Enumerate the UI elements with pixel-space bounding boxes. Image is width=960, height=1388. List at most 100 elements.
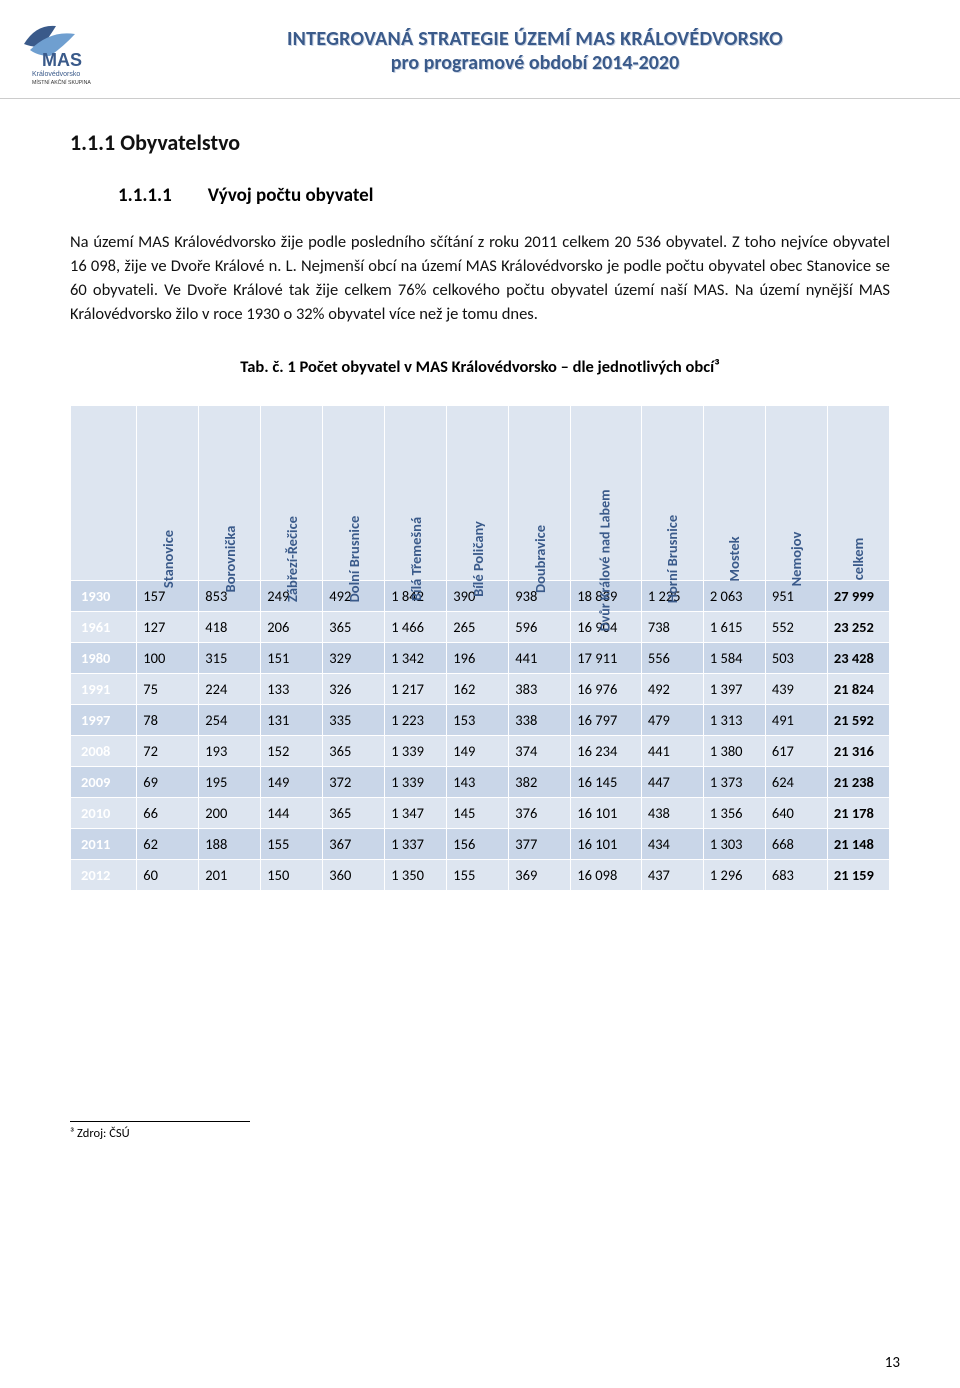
data-cell: 155 xyxy=(447,859,509,890)
data-cell: 16 098 xyxy=(571,859,642,890)
data-cell: 1 350 xyxy=(385,859,447,890)
data-cell: 69 xyxy=(137,766,199,797)
table-header-empty xyxy=(71,405,137,580)
data-cell: 640 xyxy=(765,797,827,828)
data-cell: 434 xyxy=(641,828,703,859)
subsection-number: 1.1.1.1 xyxy=(118,184,172,207)
section-title: Obyvatelstvo xyxy=(120,129,240,156)
col-dolni-brusnice: Dolní Brusnice xyxy=(323,405,385,580)
data-cell: 382 xyxy=(509,766,571,797)
data-cell: 150 xyxy=(261,859,323,890)
data-cell: 196 xyxy=(447,642,509,673)
data-cell: 155 xyxy=(261,828,323,859)
data-cell: 1 337 xyxy=(385,828,447,859)
data-cell: 374 xyxy=(509,735,571,766)
data-cell: 17 911 xyxy=(571,642,642,673)
data-cell: 145 xyxy=(447,797,509,828)
header-title-line2: pro programové období 2014-2020 xyxy=(150,51,920,75)
data-cell: 21 592 xyxy=(827,704,889,735)
data-cell: 376 xyxy=(509,797,571,828)
table-row: 2012602011503601 35015536916 0984371 296… xyxy=(71,859,890,890)
data-cell: 1 339 xyxy=(385,735,447,766)
data-cell: 441 xyxy=(509,642,571,673)
year-cell: 1930 xyxy=(71,580,137,611)
data-cell: 335 xyxy=(323,704,385,735)
data-cell: 338 xyxy=(509,704,571,735)
data-cell: 365 xyxy=(323,735,385,766)
data-cell: 193 xyxy=(199,735,261,766)
data-cell: 437 xyxy=(641,859,703,890)
col-stanovice: Stanovice xyxy=(137,405,199,580)
data-cell: 617 xyxy=(765,735,827,766)
data-cell: 16 101 xyxy=(571,828,642,859)
data-cell: 143 xyxy=(447,766,509,797)
data-cell: 23 428 xyxy=(827,642,889,673)
data-cell: 596 xyxy=(509,611,571,642)
data-cell: 1 373 xyxy=(703,766,765,797)
table-row: 2011621881553671 33715637716 1014341 303… xyxy=(71,828,890,859)
logo-text-top: MAS xyxy=(42,50,82,70)
data-cell: 201 xyxy=(199,859,261,890)
section-heading: 1.1.1 Obyvatelstvo xyxy=(70,129,890,156)
table-row: 2009691951493721 33914338216 1454471 373… xyxy=(71,766,890,797)
data-cell: 1 303 xyxy=(703,828,765,859)
data-cell: 377 xyxy=(509,828,571,859)
col-bila-tremesna: Bílá Třemešná xyxy=(385,405,447,580)
logo-text-mid: Královédvorsko xyxy=(32,71,80,78)
section-number: 1.1.1 xyxy=(70,129,115,156)
data-cell: 418 xyxy=(199,611,261,642)
data-cell: 1 347 xyxy=(385,797,447,828)
data-cell: 503 xyxy=(765,642,827,673)
data-cell: 439 xyxy=(765,673,827,704)
year-cell: 2011 xyxy=(71,828,137,859)
data-cell: 1 356 xyxy=(703,797,765,828)
data-cell: 16 101 xyxy=(571,797,642,828)
table-row: 2008721931523651 33914937416 2344411 380… xyxy=(71,735,890,766)
data-cell: 16 234 xyxy=(571,735,642,766)
year-cell: 2010 xyxy=(71,797,137,828)
header-titles: INTEGROVANÁ STRATEGIE ÚZEMÍ MAS KRÁLOVÉD… xyxy=(150,27,920,75)
table-row: 1991752241333261 21716238316 9764921 397… xyxy=(71,673,890,704)
year-cell: 2012 xyxy=(71,859,137,890)
year-cell: 1997 xyxy=(71,704,137,735)
data-cell: 556 xyxy=(641,642,703,673)
year-cell: 1961 xyxy=(71,611,137,642)
data-cell: 21 238 xyxy=(827,766,889,797)
data-cell: 326 xyxy=(323,673,385,704)
data-cell: 365 xyxy=(323,797,385,828)
footnote-separator xyxy=(70,1121,250,1122)
table-header-row: Stanovice Borovnička Zábřezí-Řečice Doln… xyxy=(71,405,890,580)
col-zabrezi: Zábřezí-Řečice xyxy=(261,405,323,580)
page-header: MAS Královédvorsko MÍSTNÍ AKČNÍ SKUPINA … xyxy=(0,0,960,99)
data-cell: 152 xyxy=(261,735,323,766)
data-cell: 360 xyxy=(323,859,385,890)
data-cell: 21 159 xyxy=(827,859,889,890)
data-cell: 195 xyxy=(199,766,261,797)
data-cell: 149 xyxy=(261,766,323,797)
data-cell: 16 976 xyxy=(571,673,642,704)
data-cell: 131 xyxy=(261,704,323,735)
col-horni-brusnice: Horní Brusnice xyxy=(641,405,703,580)
data-cell: 144 xyxy=(261,797,323,828)
year-cell: 1980 xyxy=(71,642,137,673)
data-cell: 738 xyxy=(641,611,703,642)
data-cell: 156 xyxy=(447,828,509,859)
subsection-heading: 1.1.1.1 Vývoj počtu obyvatel xyxy=(118,184,890,207)
data-cell: 492 xyxy=(641,673,703,704)
data-cell: 1 615 xyxy=(703,611,765,642)
data-cell: 1 339 xyxy=(385,766,447,797)
data-cell: 62 xyxy=(137,828,199,859)
data-cell: 21 824 xyxy=(827,673,889,704)
content: 1.1.1 Obyvatelstvo 1.1.1.1 Vývoj počtu o… xyxy=(0,99,960,1161)
data-cell: 60 xyxy=(137,859,199,890)
data-cell: 151 xyxy=(261,642,323,673)
data-cell: 16 145 xyxy=(571,766,642,797)
data-cell: 162 xyxy=(447,673,509,704)
data-cell: 438 xyxy=(641,797,703,828)
data-cell: 624 xyxy=(765,766,827,797)
data-cell: 1 223 xyxy=(385,704,447,735)
data-cell: 224 xyxy=(199,673,261,704)
col-bile-policany: Bílé Poličany xyxy=(447,405,509,580)
data-cell: 206 xyxy=(261,611,323,642)
data-cell: 27 999 xyxy=(827,580,889,611)
